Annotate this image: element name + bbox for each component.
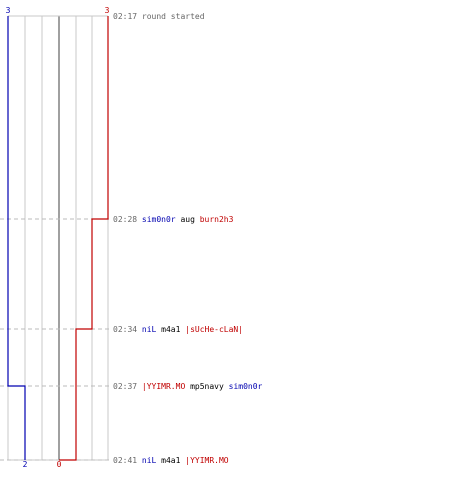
event-victim: |YYIMR.MO [185,456,229,465]
blue-start-count: 3 [6,6,11,15]
event-row: 02:17 round started [113,12,205,21]
event-time: 02:41 [113,456,142,465]
event-killer: |YYIMR.MO [142,382,186,391]
event-guide-lines [0,218,110,461]
event-killer: sim0n0r [142,215,176,224]
event-victim: burn2h3 [200,215,234,224]
event-row: 02:34 niL m4a1 |sUcHe-cLaN| [113,325,243,334]
event-time: 02:28 [113,215,142,224]
event-time: 02:37 [113,382,142,391]
event-weapon: aug [176,215,200,224]
event-row-text: 02:17 round started [113,12,205,21]
event-row: 02:41 niL m4a1 |YYIMR.MO [113,456,229,465]
timeline-grid [7,15,109,461]
blue-end-count: 2 [23,460,28,469]
event-row-text: 02:28 sim0n0r aug burn2h3 [113,215,234,224]
event-row: 02:37 |YYIMR.MO mp5navy sim0n0r [113,382,263,391]
event-time: 02:17 [113,12,142,21]
event-killer: niL [142,325,157,334]
red-start-count: 3 [105,6,110,15]
event-log: 02:17 round started 02:28 sim0n0r aug bur… [113,12,263,465]
event-start-label: round started [142,12,205,21]
event-row-text: 02:37 |YYIMR.MO mp5navy sim0n0r [113,382,263,391]
team-count-lines [7,16,109,461]
event-weapon: mp5navy [185,382,228,391]
event-row-text: 02:41 niL m4a1 |YYIMR.MO [113,456,229,465]
event-time: 02:34 [113,325,142,334]
event-victim: |sUcHe-cLaN| [185,325,243,334]
event-weapon: m4a1 [156,325,185,334]
event-row: 02:28 sim0n0r aug burn2h3 [113,215,234,224]
event-row-text: 02:34 niL m4a1 |sUcHe-cLaN| [113,325,243,334]
event-weapon: m4a1 [156,456,185,465]
red-team-alive-line [59,16,109,461]
event-killer: niL [142,456,157,465]
red-end-count: 0 [57,460,62,469]
event-victim: sim0n0r [229,382,263,391]
blue-team-alive-line [7,16,26,460]
